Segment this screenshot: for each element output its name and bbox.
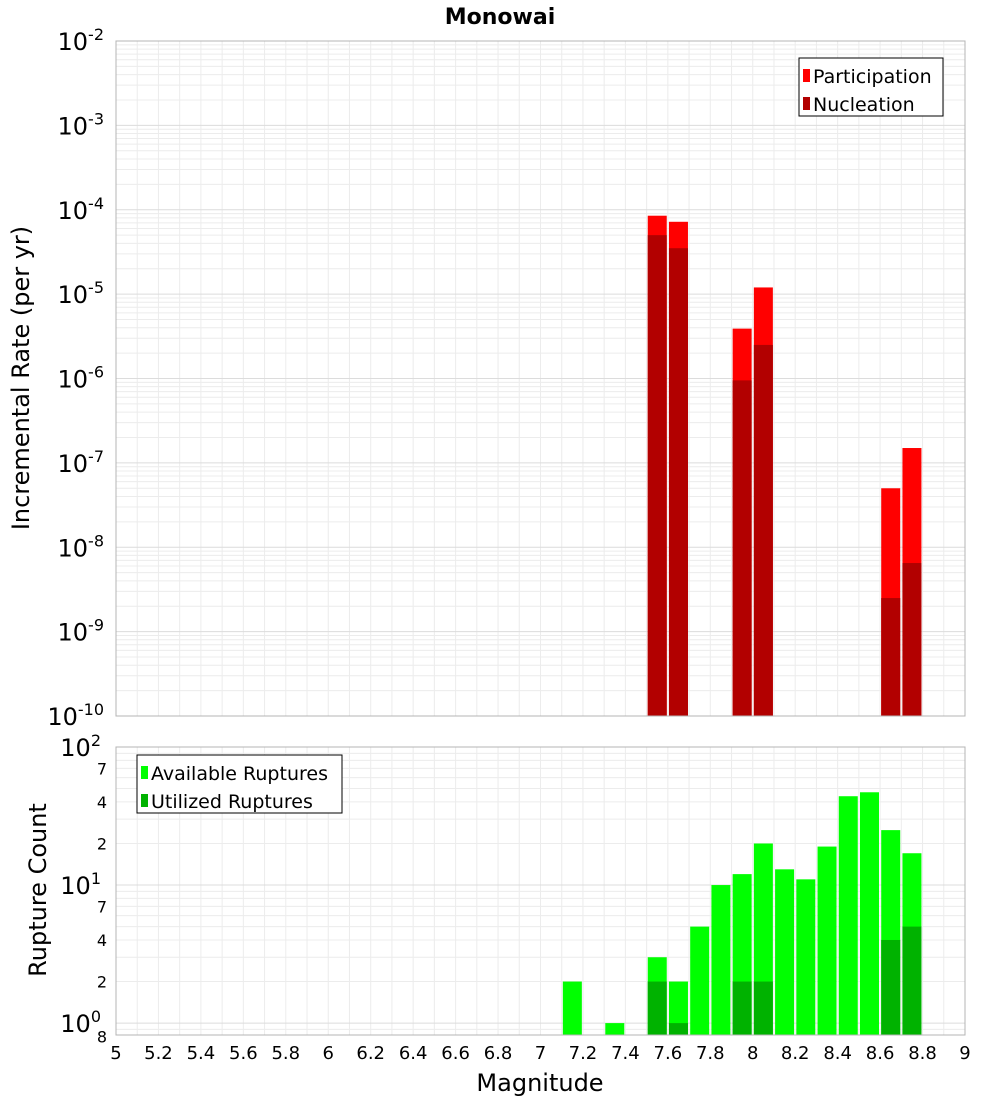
bottom-bar-series2 <box>881 939 901 1035</box>
bottom-y-minor-tick-label: 8 <box>97 1027 107 1046</box>
top-legend-swatch <box>803 97 810 110</box>
bottom-bar-series2 <box>732 981 752 1035</box>
x-tick-label: 6.8 <box>484 1043 513 1064</box>
bottom-bar-series1 <box>859 792 879 1035</box>
chart-title: Monowai <box>445 5 556 30</box>
top-y-axis-title: Incremental Rate (per yr) <box>7 226 35 530</box>
bottom-y-minor-tick-label: 4 <box>97 793 107 812</box>
top-y-tick-label: 10-9 <box>58 616 105 647</box>
bottom-bar-series1 <box>817 846 837 1035</box>
x-tick-label: 8.2 <box>781 1043 810 1064</box>
x-tick-label: 6.6 <box>441 1043 470 1064</box>
top-legend-box <box>798 57 944 117</box>
bottom-y-tick-label: 102 <box>60 731 101 762</box>
bottom-bar-series2 <box>647 981 667 1035</box>
top-bar-series2 <box>753 344 773 716</box>
bottom-legend: Available Ruptures Utilized Ruptures <box>136 754 343 814</box>
x-tick-label: 8.6 <box>866 1043 895 1064</box>
bottom-y-minor-tick-label: 2 <box>97 834 107 853</box>
top-legend: Participation Nucleation <box>798 57 944 117</box>
top-y-tick-label: 10-5 <box>58 278 105 309</box>
bottom-bar-series1 <box>838 796 858 1035</box>
bottom-legend-label: Available Ruptures <box>151 763 328 785</box>
bottom-legend-swatch <box>141 794 148 807</box>
x-tick-label: 7 <box>535 1043 546 1064</box>
bottom-legend-box <box>136 754 343 814</box>
bottom-bar-series1 <box>690 926 710 1035</box>
top-bar-series2 <box>881 598 901 716</box>
top-y-tick-label: 10-4 <box>58 194 105 225</box>
x-tick-label: 5.4 <box>187 1043 216 1064</box>
top-bar-series2 <box>732 380 752 716</box>
top-legend-label: Nucleation <box>813 94 915 116</box>
bottom-y-minor-tick-label: 7 <box>97 759 107 778</box>
x-tick-label: 8.4 <box>823 1043 852 1064</box>
x-tick-label: 5 <box>110 1043 121 1064</box>
bottom-y-tick-label: 101 <box>60 869 101 900</box>
top-bar-series2 <box>668 248 688 717</box>
x-tick-label: 6.4 <box>399 1043 428 1064</box>
x-tick-label: 5.2 <box>144 1043 173 1064</box>
top-y-tick-label: 10-6 <box>58 363 105 394</box>
x-tick-label: 7.8 <box>696 1043 725 1064</box>
bottom-legend-swatch <box>141 766 148 779</box>
top-y-tick-label: 10-2 <box>58 25 105 56</box>
bottom-bar-series1 <box>562 981 582 1035</box>
x-tick-label: 8.8 <box>908 1043 937 1064</box>
top-y-tick-label: 10-3 <box>58 109 105 140</box>
x-axis-title: Magnitude <box>476 1069 603 1097</box>
x-tick-label: 7.2 <box>569 1043 598 1064</box>
bottom-y-tick-label: 100 <box>60 1007 101 1038</box>
bottom-bar-series2 <box>902 926 922 1035</box>
x-tick-label: 6.2 <box>356 1043 385 1064</box>
bottom-y-minor-tick-label: 2 <box>97 973 107 992</box>
x-tick-label: 7.6 <box>654 1043 683 1064</box>
x-tick-label: 6 <box>323 1043 334 1064</box>
top-bar-series2 <box>647 235 667 716</box>
bottom-bar-series1 <box>775 869 795 1035</box>
bottom-bar-series2 <box>753 981 773 1035</box>
top-y-tick-label: 10-7 <box>58 447 105 478</box>
x-tick-label: 8 <box>747 1043 758 1064</box>
bottom-y-minor-tick-label: 4 <box>97 931 107 950</box>
top-plot-frame <box>115 40 966 717</box>
top-legend-swatch <box>803 69 810 82</box>
x-tick-label: 7.4 <box>611 1043 640 1064</box>
top-legend-label: Participation <box>813 66 932 88</box>
bottom-plot-frame <box>115 746 966 1036</box>
top-y-tick-label: 10-8 <box>58 531 105 562</box>
top-y-tick-label: 10-10 <box>47 700 104 731</box>
bottom-bar-series1 <box>711 885 731 1035</box>
bottom-y-minor-tick-label: 7 <box>97 897 107 916</box>
x-tick-label: 5.8 <box>271 1043 300 1064</box>
bottom-bar-series1 <box>668 981 688 1035</box>
bottom-bar-series1 <box>796 879 816 1035</box>
bottom-bar-series2 <box>668 1023 688 1035</box>
bottom-y-axis-title: Rupture Count <box>24 803 52 977</box>
bottom-bar-series1 <box>605 1023 625 1035</box>
top-bar-series2 <box>902 563 922 716</box>
x-tick-label: 9 <box>959 1043 970 1064</box>
x-tick-label: 5.6 <box>229 1043 258 1064</box>
bottom-legend-label: Utilized Ruptures <box>151 791 313 813</box>
